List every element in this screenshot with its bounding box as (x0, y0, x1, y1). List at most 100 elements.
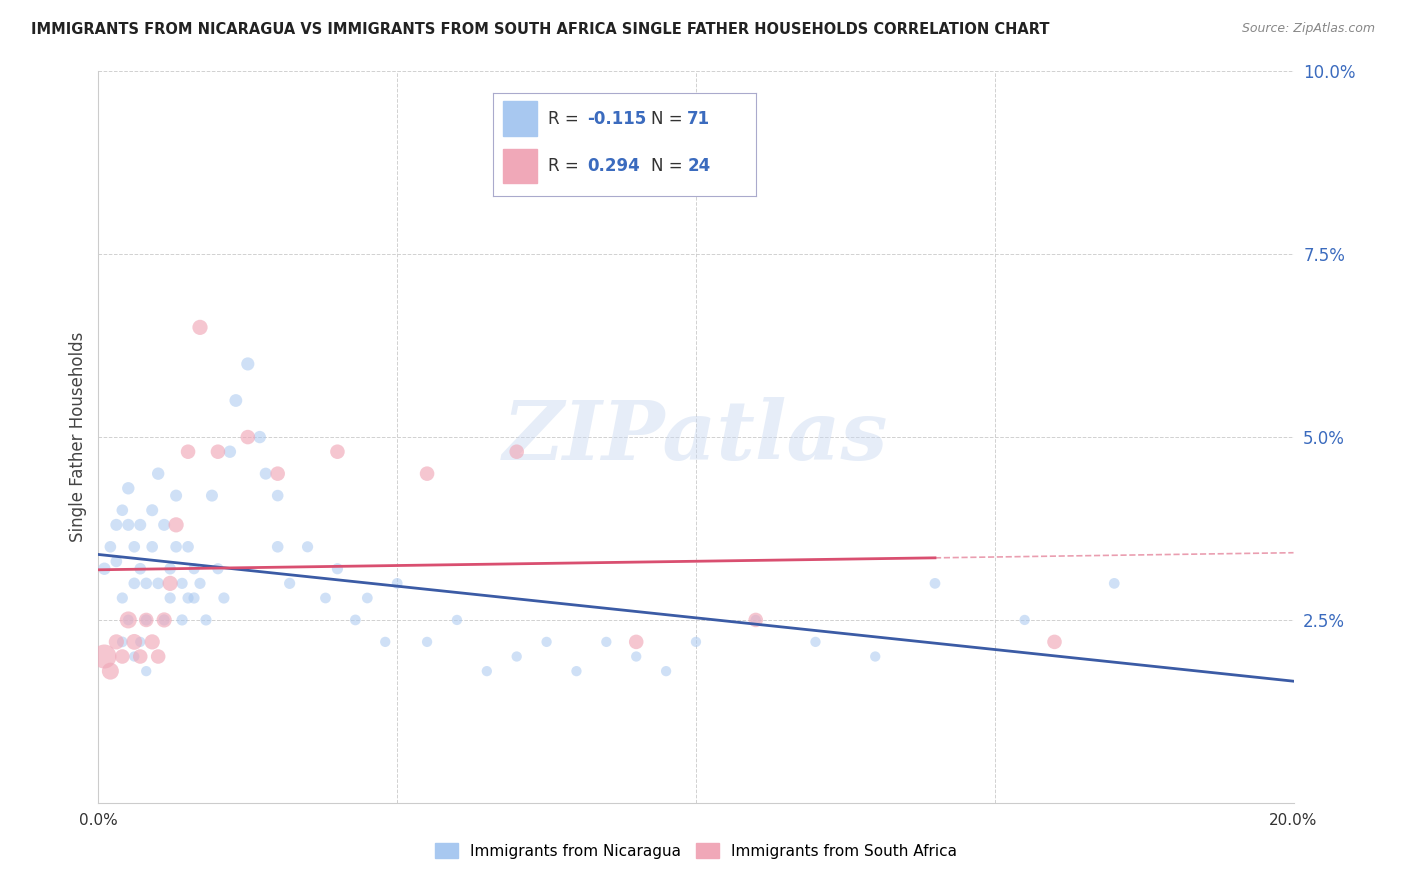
Point (159, 562, 181, 576)
Point (188, 576, 211, 591)
Point (315, 591, 337, 605)
Y-axis label: Single Father Households: Single Father Households (69, 332, 87, 542)
Point (111, 649, 134, 664)
Point (93, 649, 115, 664)
Point (177, 591, 200, 605)
Point (141, 503, 163, 517)
Point (124, 649, 146, 664)
Legend: Immigrants from Nicaragua, Immigrants from South Africa: Immigrants from Nicaragua, Immigrants fr… (429, 837, 963, 864)
Point (506, 649, 529, 664)
Point (129, 562, 152, 576)
Point (745, 613, 768, 627)
Point (172, 576, 194, 591)
Point (141, 635, 163, 649)
Point (344, 613, 367, 627)
Point (124, 635, 146, 649)
Point (135, 664, 157, 678)
Point (98, 664, 122, 678)
Point (183, 591, 205, 605)
Point (159, 591, 181, 605)
Text: Source: ZipAtlas.com: Source: ZipAtlas.com (1241, 22, 1375, 36)
Point (297, 540, 319, 554)
Point (159, 576, 181, 591)
Point (356, 591, 378, 605)
Point (177, 444, 200, 458)
Point (153, 517, 176, 532)
Point (685, 635, 707, 649)
Point (506, 444, 529, 458)
Point (148, 467, 170, 481)
Point (267, 489, 290, 503)
Point (416, 635, 439, 649)
Point (565, 664, 588, 678)
Point (93, 562, 115, 576)
Point (153, 613, 176, 627)
Point (655, 664, 678, 678)
Text: ZIPatlas: ZIPatlas (503, 397, 889, 477)
Point (326, 444, 349, 458)
Point (111, 591, 134, 605)
Point (416, 467, 439, 481)
Point (475, 664, 498, 678)
Point (267, 540, 290, 554)
Point (188, 320, 211, 334)
Point (267, 467, 290, 481)
Point (135, 576, 157, 591)
Point (225, 393, 247, 408)
Point (374, 635, 396, 649)
Point (595, 635, 617, 649)
Point (153, 613, 176, 627)
Point (236, 357, 259, 371)
Point (1014, 613, 1036, 627)
Point (924, 576, 946, 591)
Point (129, 649, 152, 664)
Point (129, 517, 152, 532)
Point (172, 613, 194, 627)
Text: IMMIGRANTS FROM NICARAGUA VS IMMIGRANTS FROM SOUTH AFRICA SINGLE FATHER HOUSEHOL: IMMIGRANTS FROM NICARAGUA VS IMMIGRANTS … (31, 22, 1049, 37)
Point (278, 576, 301, 591)
Point (446, 613, 468, 627)
Point (117, 613, 139, 627)
Point (1043, 635, 1066, 649)
Point (111, 503, 134, 517)
Point (745, 613, 768, 627)
Point (1104, 576, 1126, 591)
Point (219, 444, 242, 458)
Point (165, 540, 187, 554)
Point (183, 562, 205, 576)
Point (165, 517, 187, 532)
Point (207, 444, 229, 458)
Point (201, 489, 224, 503)
Point (207, 562, 229, 576)
Point (212, 591, 235, 605)
Point (626, 649, 648, 664)
Point (135, 613, 157, 627)
Point (254, 467, 277, 481)
Point (236, 430, 259, 444)
Point (165, 489, 187, 503)
Point (105, 517, 128, 532)
Point (148, 576, 170, 591)
Point (249, 430, 271, 444)
Point (536, 635, 558, 649)
Point (804, 635, 827, 649)
Point (117, 481, 139, 495)
Point (105, 554, 128, 568)
Point (98, 540, 122, 554)
Point (865, 649, 887, 664)
Point (117, 613, 139, 627)
Point (124, 540, 146, 554)
Point (117, 517, 139, 532)
Point (195, 613, 218, 627)
Point (105, 635, 128, 649)
Point (129, 635, 152, 649)
Point (141, 540, 163, 554)
Point (326, 562, 349, 576)
Point (111, 635, 134, 649)
Point (148, 649, 170, 664)
Point (177, 540, 200, 554)
Point (626, 635, 648, 649)
Point (124, 576, 146, 591)
Point (385, 576, 409, 591)
Point (135, 613, 157, 627)
